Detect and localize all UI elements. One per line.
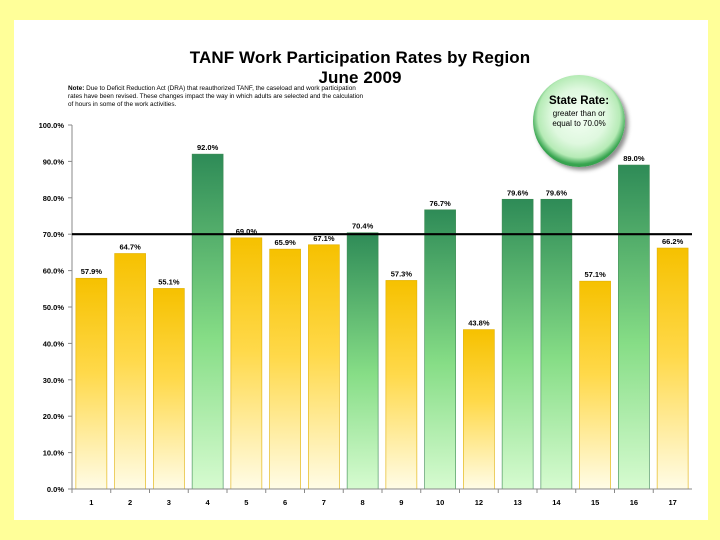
- data-labels: 57.9% 64.7% 55.1% 92.0% 69.0% 65.9% 67.1% 70.4%…: [81, 143, 684, 327]
- data-label-region-2: 64.7%: [119, 242, 141, 251]
- bar-region-6: [269, 248, 301, 490]
- bar-region-15: [579, 280, 611, 490]
- data-label-region-12: 43.8%: [468, 319, 490, 328]
- data-label-region-7: 67.1%: [313, 234, 335, 243]
- x-tick-label: 16: [630, 498, 638, 507]
- bar-region-12: [463, 329, 495, 490]
- bar-region-7: [308, 244, 340, 490]
- bar-region-10: [424, 209, 456, 490]
- chart-title: TANF Work Participation Rates by Region: [189, 48, 531, 67]
- data-label-region-8: 70.4%: [352, 222, 374, 231]
- data-label-region-4: 92.0%: [197, 143, 219, 152]
- x-tick-label: 8: [361, 498, 365, 507]
- data-label-region-17: 66.2%: [662, 237, 684, 246]
- bar-region-14: [540, 198, 573, 490]
- y-tick-label: 60.0%: [43, 267, 65, 276]
- note-text: Due to Deficit Reduction Act (DRA) that …: [68, 85, 364, 108]
- x-tick-label: 3: [167, 498, 171, 507]
- x-tick-label: 7: [322, 498, 326, 507]
- y-tick-label: 10.0%: [43, 449, 65, 458]
- x-tick-label: 1: [89, 498, 93, 507]
- y-tick-label: 20.0%: [43, 412, 65, 421]
- bar-region-5: [230, 237, 263, 490]
- bar-region-16: [618, 164, 650, 490]
- data-label-region-15: 57.1%: [584, 270, 606, 279]
- bars: [75, 153, 689, 490]
- x-tick-label: 10: [436, 498, 444, 507]
- data-label-region-9: 57.3%: [391, 269, 413, 278]
- y-tick-label: 100.0%: [39, 121, 65, 130]
- y-tick-label: 0.0%: [47, 485, 64, 494]
- y-tick-label: 70.0%: [43, 230, 65, 239]
- data-label-region-10: 76.7%: [429, 199, 451, 208]
- y-axis: 0.0% 10.0% 20.0% 30.0% 40.0% 50.0% 60.0% 70.0% 8…: [39, 121, 73, 494]
- x-tick-label: 6: [283, 498, 287, 507]
- bar-region-3: [153, 288, 185, 490]
- y-tick-label: 40.0%: [43, 339, 65, 348]
- chart-subtitle: June 2009: [318, 68, 402, 87]
- data-label-region-13: 79.6%: [507, 188, 529, 197]
- bar-region-1: [75, 277, 108, 490]
- state-rate-badge: State Rate: greater than or equal to 70.…: [533, 75, 625, 167]
- data-label-region-1: 57.9%: [81, 267, 103, 276]
- chart-note: Note: Due to Deficit Reduction Act (DRA)…: [68, 85, 368, 109]
- bar-region-4: [191, 153, 224, 490]
- state-rate-label: State Rate:: [548, 95, 610, 107]
- data-label-region-3: 55.1%: [158, 277, 180, 286]
- x-tick-label: 17: [668, 498, 676, 507]
- data-label-region-6: 65.9%: [274, 238, 296, 247]
- y-tick-label: 90.0%: [43, 157, 65, 166]
- note-prefix: Note:: [68, 85, 85, 92]
- data-label-region-14: 79.6%: [546, 188, 568, 197]
- bar-region-17: [656, 247, 689, 490]
- y-tick-label: 50.0%: [43, 303, 65, 312]
- x-tick-label: 12: [475, 498, 483, 507]
- x-tick-label: 2: [128, 498, 132, 507]
- y-tick-label: 80.0%: [43, 194, 65, 203]
- bar-region-13: [501, 198, 534, 490]
- bar-region-9: [385, 280, 418, 490]
- data-label-region-5: 69.0%: [236, 227, 258, 236]
- data-label-region-16: 89.0%: [623, 154, 645, 163]
- y-tick-label: 30.0%: [43, 376, 65, 385]
- chart-title-block: TANF Work Participation Rates by Region …: [0, 48, 720, 88]
- bar-region-8: [346, 232, 379, 490]
- x-axis: 1 2 3 4 5 6 7 8 9 10 12 13 14 15 16 17: [71, 488, 692, 507]
- x-tick-label: 4: [206, 498, 211, 507]
- x-tick-label: 9: [399, 498, 403, 507]
- x-tick-label: 14: [552, 498, 561, 507]
- state-rate-text: greater than or equal to 70.0%: [552, 109, 606, 128]
- x-tick-label: 15: [591, 498, 599, 507]
- x-tick-label: 5: [244, 498, 248, 507]
- x-tick-label: 13: [513, 498, 521, 507]
- bar-region-2: [114, 253, 146, 490]
